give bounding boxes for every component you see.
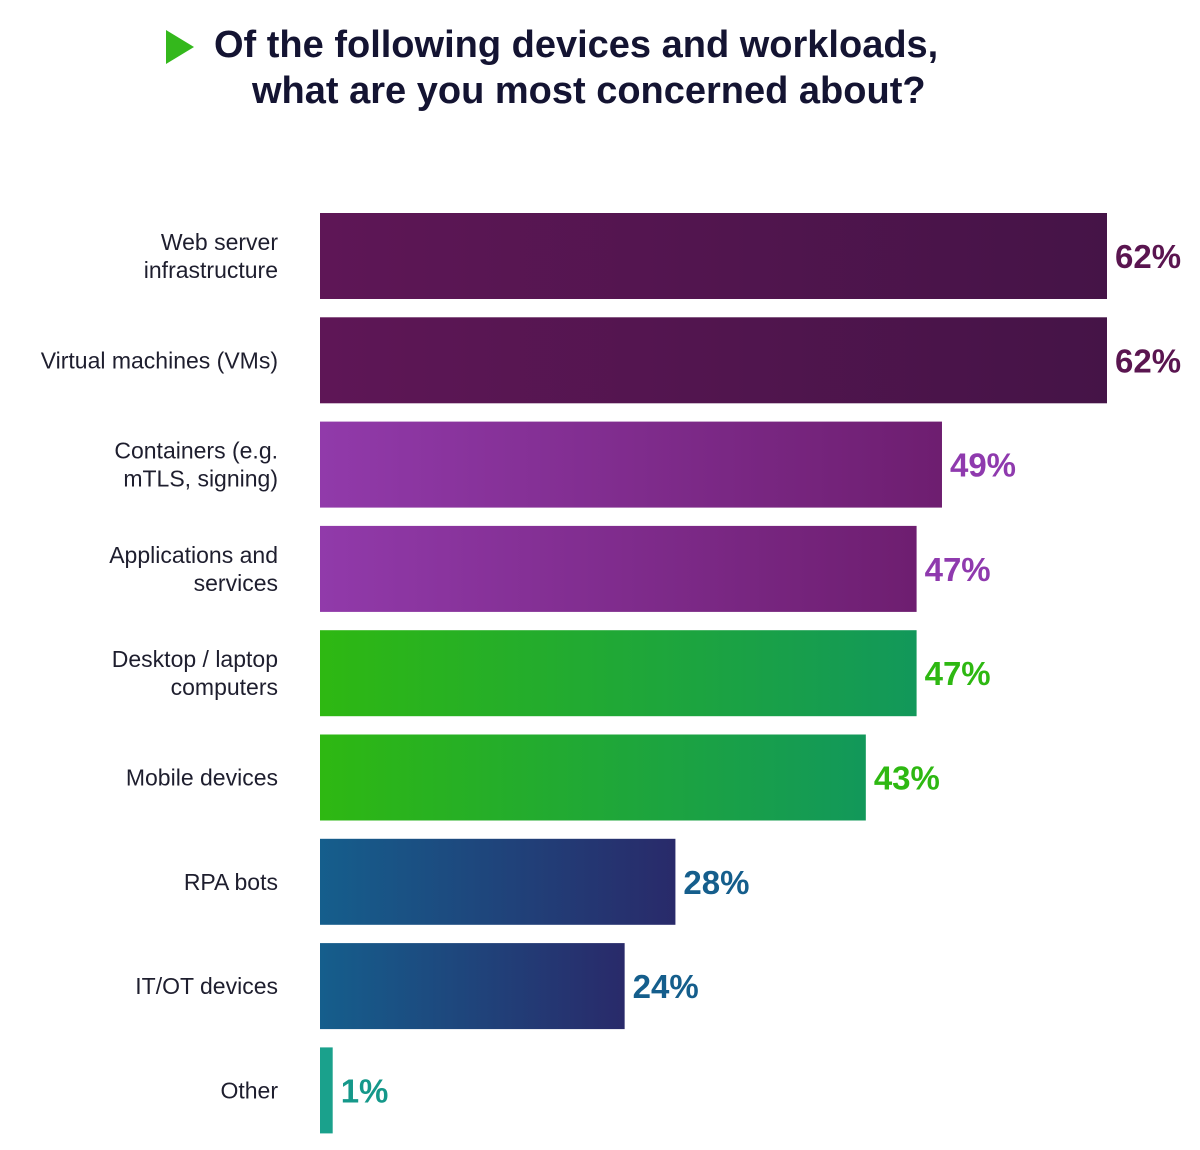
chart-title-line-1: Of the following devices and workloads, <box>214 24 939 66</box>
category-label-line: Desktop / laptop <box>112 646 278 672</box>
category-label-5: Desktop / laptop computers <box>112 646 278 700</box>
bar-8 <box>320 943 625 1030</box>
category-label-line: IT/OT devices <box>135 973 278 999</box>
value-label-3: 49% <box>950 447 1016 484</box>
bar-4 <box>320 525 917 612</box>
category-label-line: Containers (e.g. <box>114 438 278 464</box>
bar-2 <box>320 317 1107 404</box>
bar-1 <box>320 213 1107 299</box>
category-label-line: Other <box>220 1077 278 1103</box>
bar-9 <box>320 1047 333 1134</box>
value-label-6: 43% <box>874 760 940 797</box>
value-label-2: 62% <box>1115 342 1181 379</box>
category-label-8: IT/OT devices <box>135 973 278 999</box>
category-label-line: infrastructure <box>144 257 278 283</box>
category-label-line: Mobile devices <box>126 765 278 791</box>
bar-7 <box>320 838 676 925</box>
category-label-7: RPA bots <box>184 869 278 895</box>
category-label-line: Virtual machines (VMs) <box>41 347 278 373</box>
value-label-4: 47% <box>925 551 991 588</box>
category-label-4: Applications and services <box>109 542 278 596</box>
category-label-9: Other <box>220 1077 278 1103</box>
value-label-9: 1% <box>341 1072 389 1109</box>
value-label-8: 24% <box>633 968 699 1005</box>
category-label-2: Virtual machines (VMs) <box>41 347 278 373</box>
category-label-1: Web server infrastructure <box>144 229 279 283</box>
chart-title: Of the following devices and workloads, … <box>0 18 1200 128</box>
category-label-line: mTLS, signing) <box>123 466 278 492</box>
play-triangle-icon <box>166 30 194 64</box>
category-label-6: Mobile devices <box>126 765 278 791</box>
bar-3 <box>320 421 942 508</box>
value-label-1: 62% <box>1115 238 1181 275</box>
category-label-line: services <box>194 570 278 596</box>
chart-title-line-2: what are you most concerned about? <box>252 70 926 112</box>
category-label-line: Applications and <box>109 542 278 568</box>
bar-5 <box>320 630 917 717</box>
bar-6 <box>320 734 866 821</box>
value-label-5: 47% <box>925 655 991 692</box>
category-label-line: Web server <box>161 229 279 255</box>
category-label-line: RPA bots <box>184 869 278 895</box>
category-label-3: Containers (e.g. mTLS, signing) <box>114 438 278 492</box>
value-label-7: 28% <box>683 864 749 901</box>
category-label-line: computers <box>171 674 278 700</box>
